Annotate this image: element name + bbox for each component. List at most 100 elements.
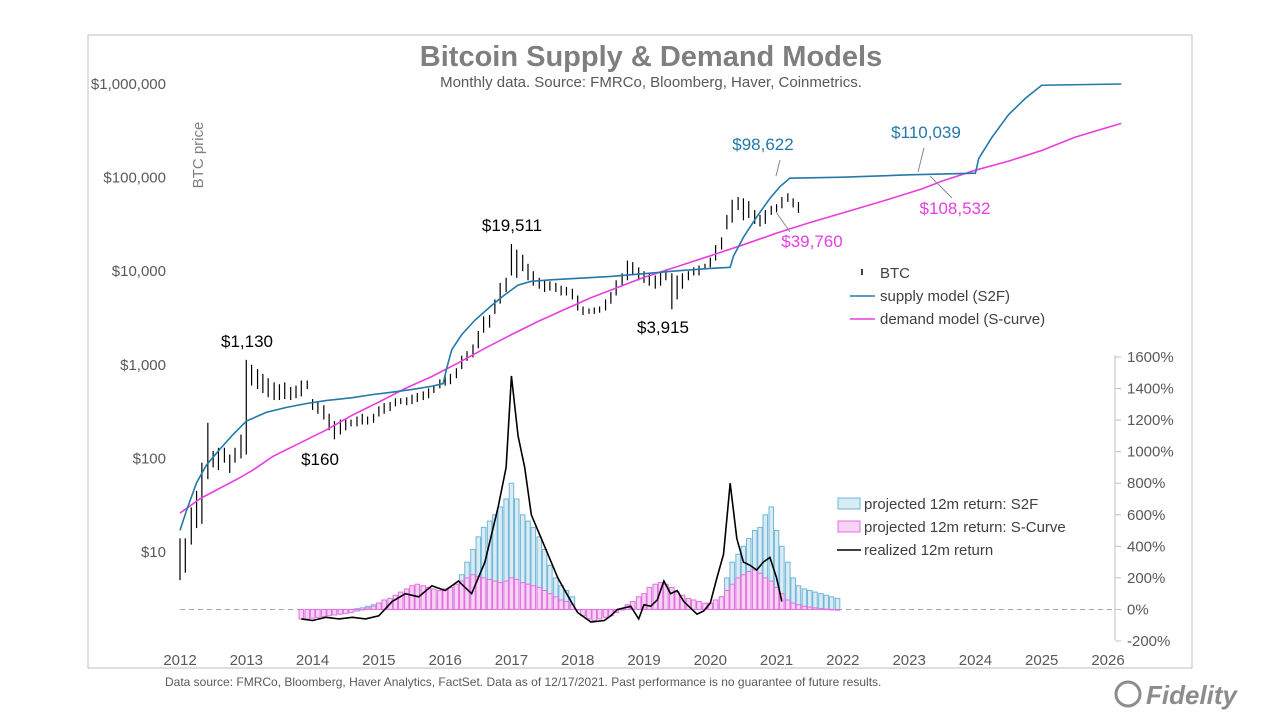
scurve-return-bar	[735, 577, 741, 610]
scurve-return-bar	[425, 586, 432, 610]
fidelity-logo: Fidelity	[1114, 680, 1239, 710]
scurve-return-bar	[364, 607, 371, 610]
annotation-label: $110,039	[891, 123, 961, 142]
scurve-return-bar	[403, 588, 410, 610]
x-tick-label: 2025	[1025, 652, 1058, 669]
scurve-return-bar	[806, 606, 813, 610]
scurve-return-bar	[354, 608, 360, 612]
scurve-return-bar	[596, 608, 603, 620]
scurve-return-bar	[834, 608, 841, 611]
scurve-return-bar	[309, 608, 316, 619]
right-tick-label: 200%	[1127, 570, 1165, 587]
scurve-return-bar	[812, 607, 818, 610]
scurve-return-bar	[304, 608, 311, 620]
scurve-return-bar	[751, 569, 758, 610]
scurve-return-bar	[513, 578, 520, 610]
scurve-return-bar	[729, 583, 735, 610]
scurve-return-bar	[712, 599, 719, 610]
annotation-leader	[775, 211, 791, 233]
scurve-return-bar	[359, 608, 366, 611]
brand-name: Fidelity	[1146, 680, 1239, 710]
scurve-return-bar	[785, 599, 791, 610]
scurve-return-bar	[321, 608, 327, 618]
right-tick-label: 1400%	[1127, 381, 1174, 398]
scurve-return-bar	[768, 580, 775, 610]
right-tick-label: 0%	[1127, 601, 1149, 618]
annotations: $1,130 $160 $19,511 $3,915 $98,622 $39,760 $11…	[221, 123, 990, 469]
annotation-label: $39,760	[781, 232, 842, 251]
scurve-return-bar	[558, 599, 564, 610]
s2f-return-bar	[812, 591, 818, 610]
right-tick-label: 400%	[1127, 538, 1165, 555]
x-tick-label: 2023	[892, 652, 925, 669]
y-tick-label: $1,000	[120, 357, 166, 374]
y-tick-label: $10,000	[112, 263, 166, 280]
right-tick-labels: 1600% 1400% 1200% 1000% 800% 600% 400% 200% 0% -2…	[1115, 349, 1174, 650]
x-tick-label: 2018	[561, 652, 594, 669]
scurve-return-bar	[337, 608, 344, 615]
scurve-return-bar	[795, 604, 802, 610]
x-tick-label: 2012	[163, 652, 196, 669]
scurve-return-bar	[823, 608, 830, 611]
annotation-label: $19,511	[482, 216, 542, 235]
scurve-return-bar	[298, 608, 305, 620]
s2f-return-bar	[828, 596, 835, 610]
legend-bar-swatch	[837, 520, 861, 533]
logo-sun-icon	[1114, 680, 1142, 708]
scurve-return-bar	[674, 591, 680, 610]
scurve-return-bar	[790, 602, 796, 610]
y-tick-label: $1,000,000	[91, 76, 166, 93]
scurve-return-bar	[525, 583, 531, 610]
x-tick-labels: 2012 2013 2014 2015 2016 2017 2018 2019 2020 2021…	[163, 652, 1124, 669]
x-tick-label: 2017	[495, 652, 528, 669]
realized-return-line	[301, 375, 783, 623]
scurve-return-bar	[536, 586, 543, 610]
legend-label: demand model (S-curve)	[880, 311, 1045, 328]
legend: BTC supply model (S2F) demand model (S-cur…	[837, 265, 1066, 559]
scurve-return-bar	[392, 594, 399, 610]
s2f-return-bar	[834, 597, 841, 610]
scurve-return-bar	[348, 608, 354, 614]
scurve-return-bar	[409, 585, 415, 610]
scurve-return-bar	[503, 580, 509, 610]
annotation-leader	[775, 159, 781, 177]
scurve-return-bar	[690, 599, 697, 610]
x-tick-label: 2014	[296, 652, 329, 669]
x-tick-label: 2013	[230, 652, 263, 669]
scurve-return-bar	[762, 577, 769, 610]
scurve-return-bar	[453, 583, 460, 610]
s2f-return-bar	[818, 593, 824, 610]
s2f-line	[179, 83, 1122, 531]
annotation-leader	[917, 147, 925, 173]
scurve-return-bar	[442, 588, 448, 610]
y-tick-labels: $10 $100 $1,000 $10,000 $100,000 $1,000,000	[91, 76, 166, 561]
chart-frame	[87, 34, 1193, 669]
scurve-return-bar	[376, 602, 382, 610]
scurve-return-bar	[828, 608, 835, 611]
scurve-return-bar	[464, 577, 470, 610]
scurve-return-bar	[431, 588, 437, 610]
scurve-return-bar	[652, 583, 659, 610]
scurve-return-bar	[530, 585, 537, 610]
right-tick-label: 600%	[1127, 507, 1165, 524]
scurve-return-bar	[779, 593, 785, 610]
scurve-return-bar	[635, 596, 642, 610]
s2f-return-bar	[823, 594, 830, 610]
chart-subtitle: Monthly data. Source: FMRCo, Bloomberg, …	[440, 74, 862, 91]
scurve-return-bar	[745, 571, 752, 610]
annotation-leader	[929, 175, 953, 199]
y-tick-label: $100	[133, 450, 166, 467]
scurve-return-bar	[458, 580, 465, 610]
x-tick-label: 2019	[627, 652, 660, 669]
scurve-return-bar	[586, 608, 592, 620]
scurve-line	[179, 122, 1122, 514]
scurve-return-bar	[447, 586, 454, 610]
scurve-return-bar	[519, 582, 526, 610]
y-tick-label: $100,000	[103, 170, 166, 187]
y-axis-label: BTC price	[190, 122, 207, 189]
scurve-return-bar	[342, 608, 349, 614]
scurve-return-bar	[602, 608, 609, 618]
scurve-return-bar	[696, 601, 702, 610]
right-tick-label: 800%	[1127, 475, 1165, 492]
